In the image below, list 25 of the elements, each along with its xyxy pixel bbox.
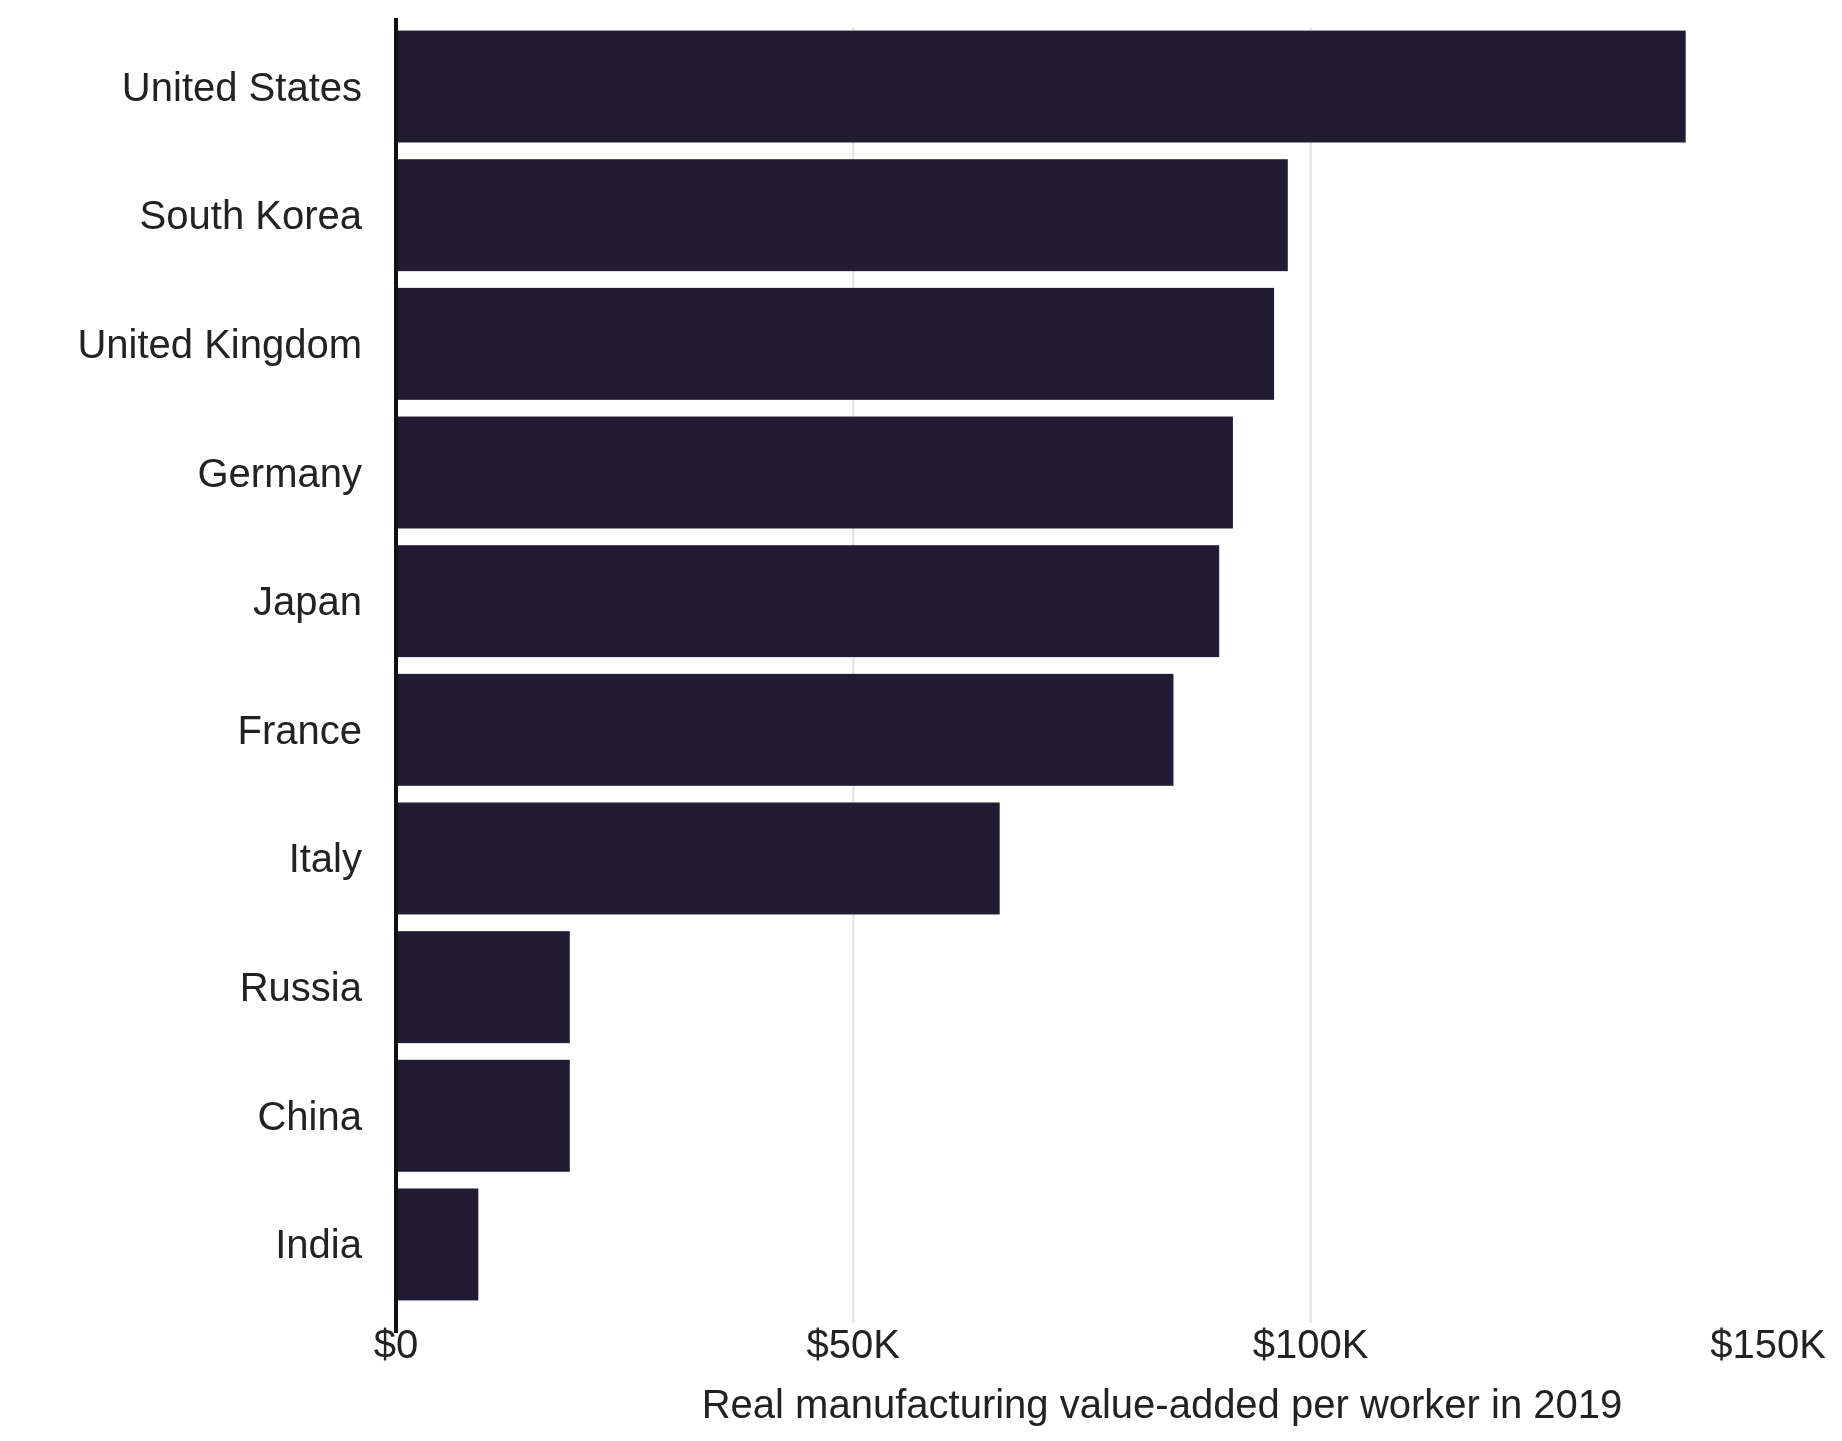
x-tick-label: $0: [373, 1322, 419, 1366]
bar: [396, 159, 1288, 272]
x-tick-label: $100K: [1252, 1322, 1369, 1366]
bar: [396, 416, 1233, 529]
x-axis-title: Real manufacturing value-added per worker in 2019: [701, 1382, 1623, 1426]
y-tick-label: South Korea: [139, 193, 363, 238]
y-tick-label: Japan: [253, 579, 362, 624]
bar: [396, 1059, 570, 1172]
y-tick-label: United States: [121, 64, 362, 109]
bar: [396, 30, 1686, 143]
y-tick-label: France: [237, 707, 362, 752]
y-tick-label: Russia: [239, 965, 363, 1010]
bar: [396, 287, 1275, 400]
bar: [396, 545, 1220, 658]
y-tick-label: India: [275, 1222, 363, 1267]
x-tick-label: $50K: [806, 1322, 901, 1366]
y-tick-label: Italy: [288, 836, 362, 881]
bar: [396, 673, 1174, 786]
y-tick-label: United Kingdom: [77, 321, 362, 366]
bar: [396, 1188, 479, 1301]
x-tick-label: $150K: [1710, 1322, 1827, 1366]
y-tick-label: China: [257, 1093, 363, 1138]
y-tick-label: Germany: [197, 450, 362, 495]
bar: [396, 931, 570, 1044]
bar: [396, 802, 1000, 915]
